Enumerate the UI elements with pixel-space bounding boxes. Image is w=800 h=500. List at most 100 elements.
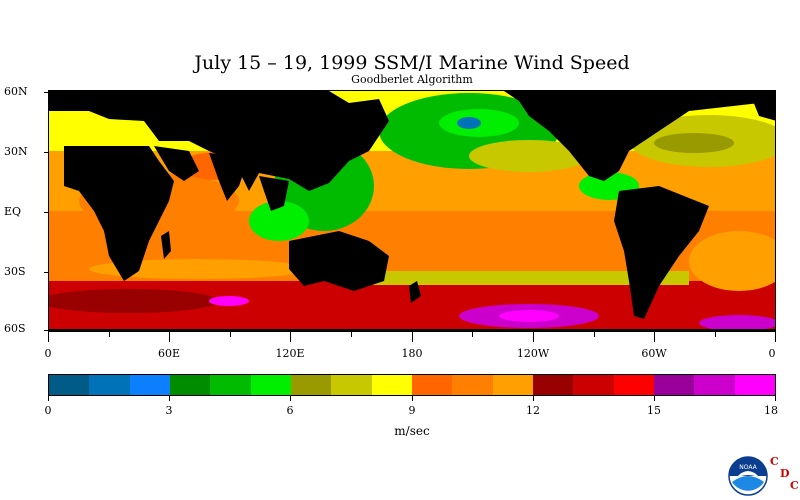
- colorbar-cell: [210, 375, 251, 395]
- colorbar-tick: [533, 396, 534, 401]
- lon-tick: [533, 332, 534, 342]
- colorbar-tick: [169, 396, 170, 401]
- colorbar-cell: [734, 375, 775, 395]
- region-north-pacific-mid: [469, 140, 589, 172]
- colorbar-tick-label: 12: [526, 404, 540, 417]
- land-japan: [349, 131, 361, 156]
- colorbar-cell: [331, 375, 372, 395]
- region-south-indian-max: [209, 296, 249, 306]
- region-north-pacific-min: [457, 117, 481, 129]
- lat-label-30n: 30N: [4, 145, 28, 158]
- colorbar-tick: [290, 396, 291, 401]
- land-masses: [49, 91, 775, 331]
- cdc-letter-c1: C: [770, 455, 779, 468]
- lat-tick: [44, 92, 48, 93]
- lat-tick: [44, 152, 48, 153]
- colorbar-tick: [48, 396, 49, 401]
- land-antarctica: [49, 329, 775, 331]
- land-india: [209, 153, 249, 201]
- lon-label-180: 180: [401, 347, 423, 360]
- lon-tick: [775, 332, 776, 342]
- land-australia: [289, 231, 389, 291]
- region-indonesia: [249, 201, 309, 241]
- lat-tick: [44, 272, 48, 273]
- region-southern-ocean-max: [499, 310, 559, 322]
- noaa-emblem-text: NOAA: [739, 464, 757, 471]
- land-south-america: [614, 186, 709, 319]
- colorbar-cell: [452, 375, 493, 395]
- colorbar-tick-label: 15: [647, 404, 661, 417]
- colorbar-cell: [371, 375, 412, 395]
- lat-label-eq: EQ: [4, 205, 22, 218]
- lat-label-60n: 60N: [4, 85, 28, 98]
- colorbar-cell: [573, 375, 614, 395]
- lon-tick: [48, 332, 49, 342]
- lon-label-120e: 120E: [275, 347, 305, 360]
- region-north-atlantic-band: [654, 133, 734, 153]
- region-south-indian-belt: [89, 259, 309, 279]
- colorbar-cell: [694, 375, 735, 395]
- colorbar-tick-label: 6: [286, 404, 294, 417]
- lon-tick: [412, 332, 413, 342]
- land-madagascar: [161, 231, 171, 259]
- colorbar-cell: [89, 375, 130, 395]
- region-drake-passage: [699, 315, 775, 331]
- lon-minor-tick: [715, 332, 716, 337]
- colorbar-tick-label: 18: [764, 404, 778, 417]
- land-greenland: [749, 91, 775, 121]
- lon-label-60e: 60E: [157, 347, 181, 360]
- region-south-pacific-belt: [369, 271, 689, 285]
- land-southeast-asia: [259, 176, 289, 211]
- wind-speed-field: [49, 91, 775, 331]
- colorbar-tick-label: 0: [44, 404, 52, 417]
- land-eurasia: [49, 91, 389, 191]
- colorbar-cell: [411, 375, 453, 395]
- region-south-pacific-trades: [439, 223, 599, 279]
- wind-speed-map: [48, 90, 776, 332]
- lon-label-60w: 60W: [641, 347, 667, 360]
- map-title: July 15 – 19, 1999 SSM/I Marine Wind Spe…: [194, 52, 630, 74]
- colorbar-cell: [129, 375, 170, 395]
- lon-minor-tick: [472, 332, 473, 337]
- lon-minor-tick: [109, 332, 110, 337]
- colorbar-tick-label: 3: [165, 404, 173, 417]
- lon-tick: [654, 332, 655, 342]
- colorbar-units: m/sec: [394, 424, 430, 438]
- colorbar-cell: [613, 375, 654, 395]
- cdc-letter-d: D: [780, 467, 790, 480]
- lat-label-60s: 60S: [4, 322, 26, 335]
- colorbar-cell: [290, 375, 332, 395]
- colorbar-legend: [48, 374, 776, 396]
- colorbar-cell: [532, 375, 574, 395]
- land-africa: [64, 146, 174, 281]
- lat-label-30s: 30S: [4, 265, 26, 278]
- colorbar-cell: [492, 375, 533, 395]
- colorbar-cell: [49, 375, 90, 395]
- lon-label-120w: 120W: [516, 347, 550, 360]
- land-new-zealand: [409, 281, 421, 303]
- colorbar-tick: [654, 396, 655, 401]
- lon-tick: [290, 332, 291, 342]
- colorbar-cell: [653, 375, 695, 395]
- noaa-emblem: NOAA: [728, 456, 768, 496]
- land-north-america: [504, 91, 775, 181]
- lon-minor-tick: [594, 332, 595, 337]
- lon-tick: [169, 332, 170, 342]
- noaa-logo: NOAA C D C: [728, 454, 799, 498]
- colorbar-cell: [250, 375, 291, 395]
- colorbar-tick-label: 9: [408, 404, 416, 417]
- longitude-axis: 0 60E 120E 180 120W 60W 0: [44, 332, 776, 362]
- map-subtitle: Goodberlet Algorithm: [351, 73, 473, 86]
- cdc-letter-c2: C: [790, 479, 799, 492]
- region-south-atlantic: [689, 231, 775, 291]
- region-southern-ocean-high-1: [49, 289, 219, 313]
- land-arabia: [154, 146, 199, 181]
- lon-minor-tick: [230, 332, 231, 337]
- lat-tick: [44, 330, 48, 331]
- lon-label-0-end: 0: [768, 347, 776, 360]
- lon-label-0: 0: [44, 347, 52, 360]
- lat-tick: [44, 212, 48, 213]
- colorbar-tick: [775, 396, 776, 401]
- colorbar-cell: [169, 375, 211, 395]
- lon-minor-tick: [351, 332, 352, 337]
